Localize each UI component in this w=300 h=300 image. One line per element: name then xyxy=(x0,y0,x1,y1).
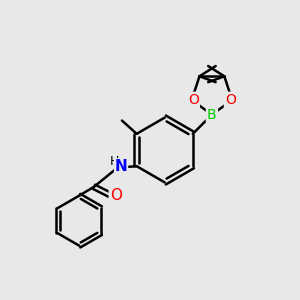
Text: O: O xyxy=(188,93,199,107)
Text: O: O xyxy=(110,188,122,203)
Text: N: N xyxy=(115,159,128,174)
Text: O: O xyxy=(225,93,236,107)
Text: B: B xyxy=(207,108,217,122)
Text: H: H xyxy=(109,155,119,168)
